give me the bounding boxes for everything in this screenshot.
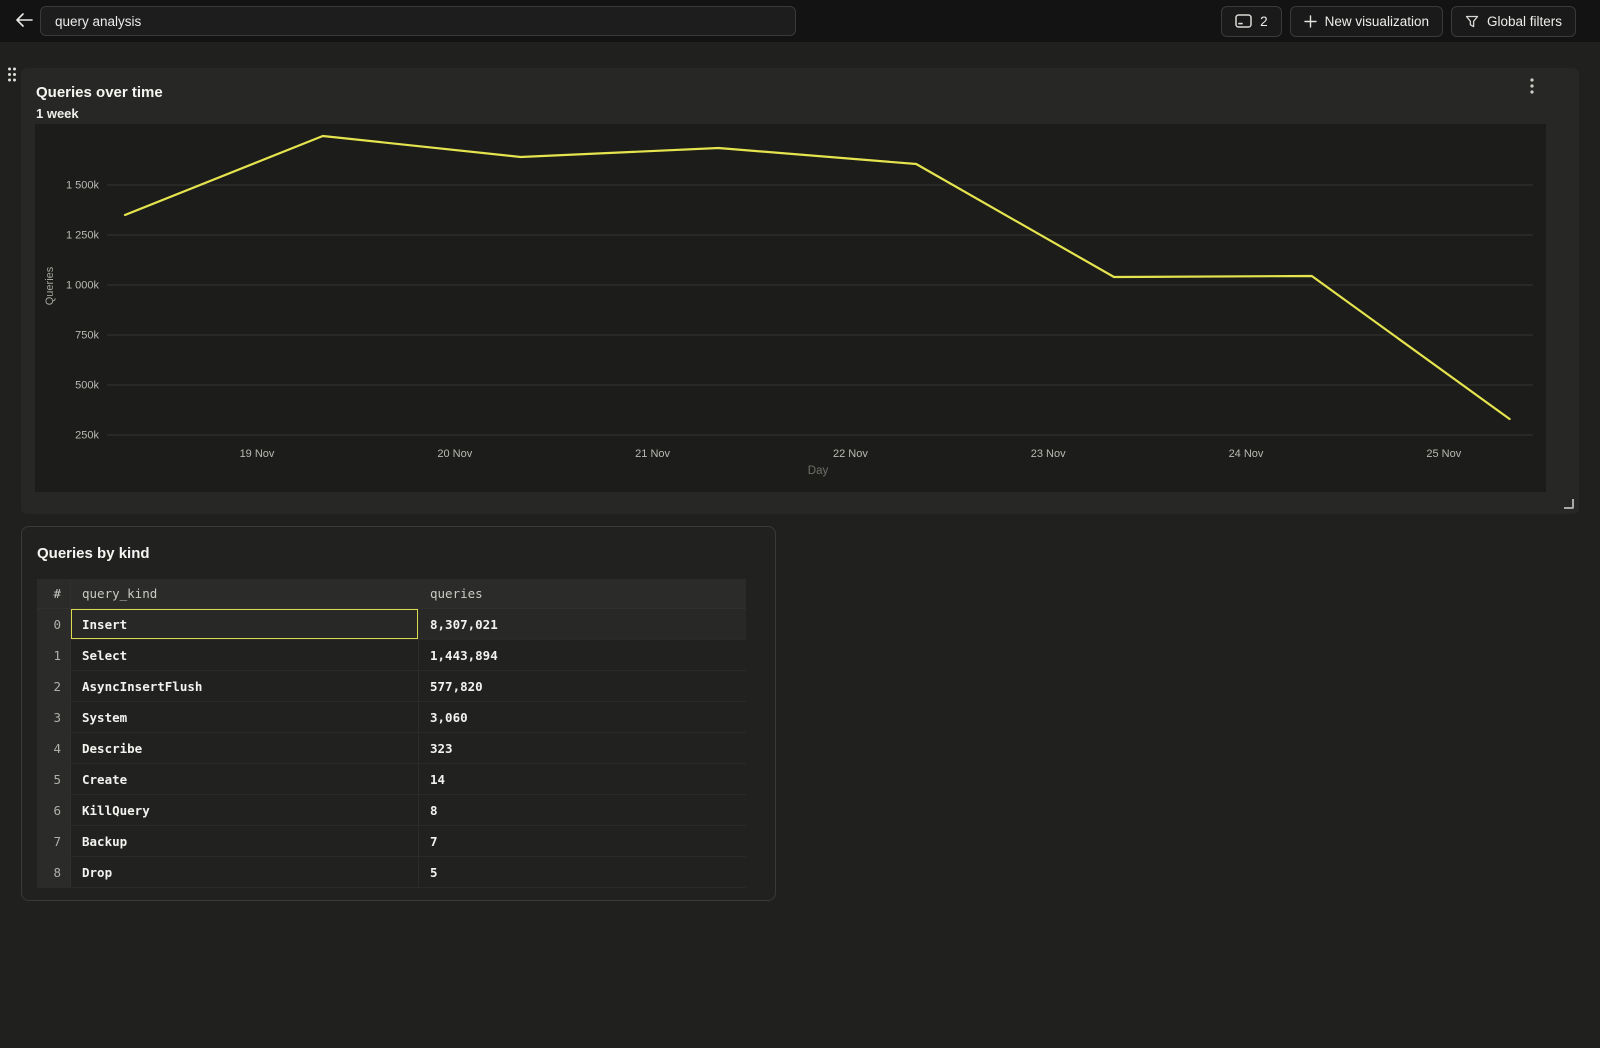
queries-over-time-panel: Queries over time 1 week 1 500k 1 250k 1 0…: [21, 68, 1579, 514]
panel-resize-handle[interactable]: [1564, 499, 1574, 509]
table-row: 7 Backup 7: [37, 826, 746, 857]
back-button[interactable]: [8, 5, 40, 37]
row-index-cell: 2: [37, 671, 71, 701]
queries-count-cell[interactable]: 3,060: [418, 702, 746, 732]
row-index-cell: 0: [37, 609, 71, 639]
chart-panel-title: Queries over time: [36, 84, 163, 101]
table-row: 6 KillQuery 8: [37, 795, 746, 826]
panel-menu-button[interactable]: [1521, 76, 1543, 98]
x-axis-title: Day: [808, 465, 829, 477]
table-row: 2 AsyncInsertFlush 577,820: [37, 671, 746, 702]
y-axis-tick-label: 750k: [75, 330, 99, 342]
global-filters-label: Global filters: [1486, 13, 1562, 29]
x-axis-tick-label: 19 Nov: [240, 448, 275, 460]
query-kind-cell[interactable]: Insert: [71, 609, 418, 639]
table-row: 4 Describe 323: [37, 733, 746, 764]
queries-count-cell[interactable]: 7: [418, 826, 746, 856]
kebab-icon: [1530, 77, 1534, 97]
x-axis-tick-label: 22 Nov: [833, 448, 868, 460]
topbar: 2 New visualization Global filters: [0, 0, 1600, 42]
x-axis-tick-label: 21 Nov: [635, 448, 670, 460]
column-header-queries: queries: [418, 579, 746, 608]
funnel-icon: [1465, 15, 1479, 28]
row-index-cell: 7: [37, 826, 71, 856]
line-chart[interactable]: 1 500k 1 250k 1 000k 750k 500k 250k 19 Nov 20 N…: [35, 124, 1546, 492]
plus-icon: [1303, 14, 1317, 28]
y-axis-title: Queries: [44, 266, 56, 305]
new-visualization-label: New visualization: [1324, 13, 1429, 29]
query-kind-cell[interactable]: System: [82, 709, 128, 725]
table-row: 8 Drop 5: [37, 857, 746, 888]
queries-by-kind-panel: Queries by kind # query_kind queries 0 In…: [21, 526, 776, 901]
panel-drag-handle[interactable]: [6, 66, 18, 88]
y-axis-tick-label: 1 500k: [66, 180, 100, 192]
topbar-actions: 2 New visualization Global filters: [1221, 5, 1576, 37]
queries-count-cell[interactable]: 323: [418, 733, 746, 763]
queries-by-kind-table: # query_kind queries 0 Insert 8,307,021 1 Se…: [37, 579, 746, 888]
queries-series-line: [123, 134, 1511, 421]
x-axis-tick-label: 20 Nov: [437, 448, 472, 460]
line-chart-svg: 1 500k 1 250k 1 000k 750k 500k 250k 19 Nov 20 N…: [44, 134, 1533, 477]
query-kind-cell[interactable]: Create: [82, 771, 128, 787]
queries-count-cell[interactable]: 8: [418, 795, 746, 825]
new-visualization-button[interactable]: New visualization: [1289, 5, 1443, 37]
query-kind-cell[interactable]: Backup: [82, 833, 128, 849]
table-row: 0 Insert 8,307,021: [37, 609, 746, 640]
queries-count-cell[interactable]: 1,443,894: [418, 640, 746, 670]
y-axis-tick-label: 1 250k: [66, 230, 100, 242]
column-header-query-kind: query_kind: [82, 586, 158, 601]
row-index-cell: 6: [37, 795, 71, 825]
query-kind-cell[interactable]: KillQuery: [82, 802, 150, 818]
table-header-row: # query_kind queries: [37, 579, 746, 609]
x-axis-tick-label: 23 Nov: [1031, 448, 1066, 460]
row-index-cell: 8: [37, 857, 71, 887]
grip-dots-icon: [6, 67, 18, 87]
query-kind-cell[interactable]: AsyncInsertFlush: [82, 678, 203, 694]
table-row: 1 Select 1,443,894: [37, 640, 746, 671]
global-filters-button[interactable]: Global filters: [1450, 5, 1576, 37]
table-panel-title: Queries by kind: [37, 545, 150, 562]
query-kind-cell[interactable]: Describe: [82, 740, 143, 756]
queries-count-cell[interactable]: 5: [418, 857, 746, 887]
y-axis-tick-label: 500k: [75, 380, 99, 392]
queries-count-cell[interactable]: 577,820: [418, 671, 746, 701]
dashboard-title-input[interactable]: [40, 6, 796, 36]
row-index-cell: 1: [37, 640, 71, 670]
row-index-cell: 3: [37, 702, 71, 732]
console-tab-count: 2: [1260, 13, 1268, 29]
table-row: 3 System 3,060: [37, 702, 746, 733]
column-header-index: #: [37, 579, 71, 608]
y-axis-tick-label: 1 000k: [66, 280, 100, 292]
console-tab-count-button[interactable]: 2: [1221, 5, 1282, 37]
queries-count-cell[interactable]: 8,307,021: [418, 609, 746, 639]
x-axis-tick-label: 24 Nov: [1229, 448, 1264, 460]
chart-panel-subtitle: 1 week: [36, 106, 79, 121]
y-axis-tick-label: 250k: [75, 430, 99, 442]
x-axis-tick-label: 25 Nov: [1426, 448, 1461, 460]
console-icon: [1235, 14, 1252, 28]
arrow-left-icon: [15, 12, 33, 30]
table-row: 5 Create 14: [37, 764, 746, 795]
row-index-cell: 5: [37, 764, 71, 794]
row-index-cell: 4: [37, 733, 71, 763]
query-kind-cell[interactable]: Drop: [82, 864, 113, 880]
table-body: 0 Insert 8,307,021 1 Select 1,443,894 2 AsyncIn…: [37, 609, 746, 888]
query-kind-cell[interactable]: Select: [82, 647, 128, 663]
queries-count-cell[interactable]: 14: [418, 764, 746, 794]
